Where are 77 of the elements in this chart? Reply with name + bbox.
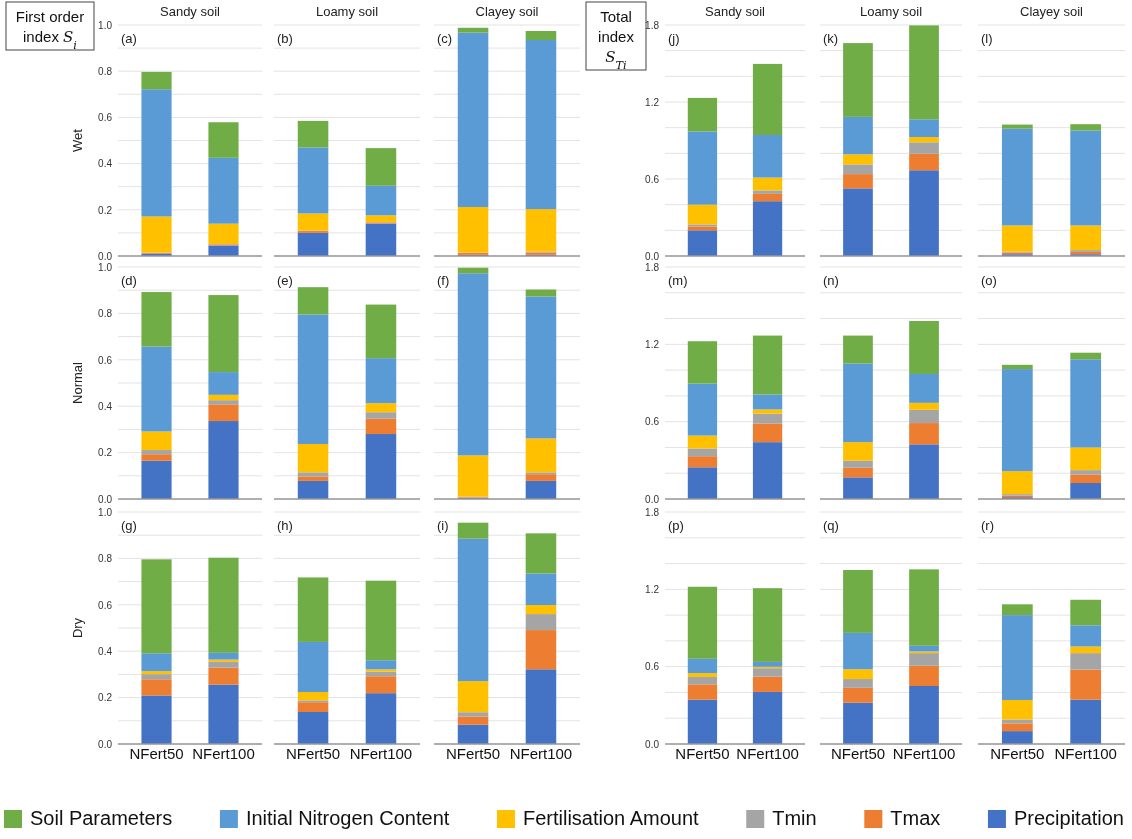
y-tick-label: 1.0 <box>98 19 113 31</box>
chart-title: Clayey soil <box>1020 4 1084 19</box>
chart-title: Loamy soil <box>315 4 379 19</box>
x-tick-label: NFert100 <box>892 744 956 762</box>
annotation: (r) <box>981 518 994 533</box>
y-tick-label: 0.6 <box>645 416 660 428</box>
y-tick-label: 0.6 <box>645 173 660 185</box>
y-tick-label: 0.6 <box>98 354 113 366</box>
text: First order index S$_{i}$ <box>15 8 85 52</box>
y-axis-title: Normal <box>70 361 85 404</box>
y-tick-label: 0.4 <box>98 158 113 170</box>
x-tick-label: NFert50 <box>129 744 184 762</box>
y-tick-label: 0.8 <box>98 308 113 320</box>
annotation: (l) <box>981 31 993 46</box>
y-tick-label: 0.0 <box>98 250 113 262</box>
x-tick-label: NFert100 <box>192 744 255 762</box>
annotation: (g) <box>121 518 137 533</box>
chart-title: Clayey soil <box>475 4 539 19</box>
annotation: (j) <box>668 31 680 46</box>
legend-label: Precipitation <box>1013 807 1124 829</box>
y-tick-label: 0.2 <box>98 204 113 216</box>
x-tick-label: NFert50 <box>830 744 886 762</box>
annotation: (h) <box>277 518 293 533</box>
x-tick-label: NFert50 <box>285 744 341 762</box>
annotation: (m) <box>668 273 688 288</box>
y-tick-label: 0.8 <box>98 553 113 565</box>
legend-label: Tmin <box>772 807 817 829</box>
y-tick-label: 0.6 <box>98 599 113 611</box>
x-tick-label: NFert100 <box>509 744 573 762</box>
chart-title: Sandy soil <box>705 4 766 19</box>
x-tick-label: NFert50 <box>675 744 730 762</box>
annotation: (i) <box>437 518 449 533</box>
y-tick-label: 1.2 <box>645 96 660 108</box>
chart-title: Sandy soil <box>160 4 221 19</box>
y-tick-label: 1.2 <box>645 584 660 596</box>
y-axis-title: Wet <box>70 128 85 152</box>
annotation: (k) <box>823 31 839 46</box>
y-tick-label: 0.0 <box>645 250 660 262</box>
y-tick-label: 0.2 <box>98 692 113 704</box>
annotation: (b) <box>277 31 293 46</box>
x-tick-label: NFert100 <box>349 744 413 762</box>
annotation: (p) <box>668 518 684 533</box>
y-tick-label: 0.0 <box>645 493 660 505</box>
legend-label: Tmax <box>890 807 941 829</box>
annotation: (f) <box>437 273 450 288</box>
legend-label: Soil Parameters <box>30 807 173 829</box>
y-tick-label: 1.2 <box>645 339 660 351</box>
y-axis-title: Dry <box>70 617 85 639</box>
y-tick-label: 0.0 <box>645 738 660 750</box>
legend-label: Initial Nitrogen Content <box>245 807 450 829</box>
y-tick-label: 0.0 <box>98 493 113 505</box>
y-tick-label: 0.2 <box>98 447 113 459</box>
text: Total index S$_{Ti}$ <box>598 8 635 72</box>
y-tick-label: 0.6 <box>98 112 113 124</box>
annotation: (q) <box>823 518 839 533</box>
annotation: (n) <box>823 273 839 288</box>
x-tick-label: NFert50 <box>445 744 501 762</box>
x-tick-label: NFert100 <box>736 744 799 762</box>
y-tick-label: 1.8 <box>645 261 660 273</box>
annotation: (d) <box>121 273 137 288</box>
y-tick-label: 1.0 <box>98 506 113 518</box>
x-tick-label: NFert50 <box>990 744 1045 762</box>
y-tick-label: 0.4 <box>98 645 113 657</box>
y-tick-label: 1.8 <box>645 19 660 31</box>
y-tick-label: 0.0 <box>98 738 113 750</box>
annotation: (c) <box>437 31 453 46</box>
annotation: (a) <box>121 31 137 46</box>
y-tick-label: 0.8 <box>98 65 113 77</box>
chart-title: Loamy soil <box>859 4 923 19</box>
annotation: (o) <box>981 273 997 288</box>
legend-label: Fertilisation Amount <box>522 807 700 829</box>
x-tick-label: NFert100 <box>1054 744 1117 762</box>
annotation: (e) <box>277 273 293 288</box>
y-tick-label: 0.4 <box>98 400 113 412</box>
y-tick-label: 1.8 <box>645 506 660 518</box>
y-tick-label: 1.0 <box>98 261 113 273</box>
y-tick-label: 0.6 <box>645 661 660 673</box>
